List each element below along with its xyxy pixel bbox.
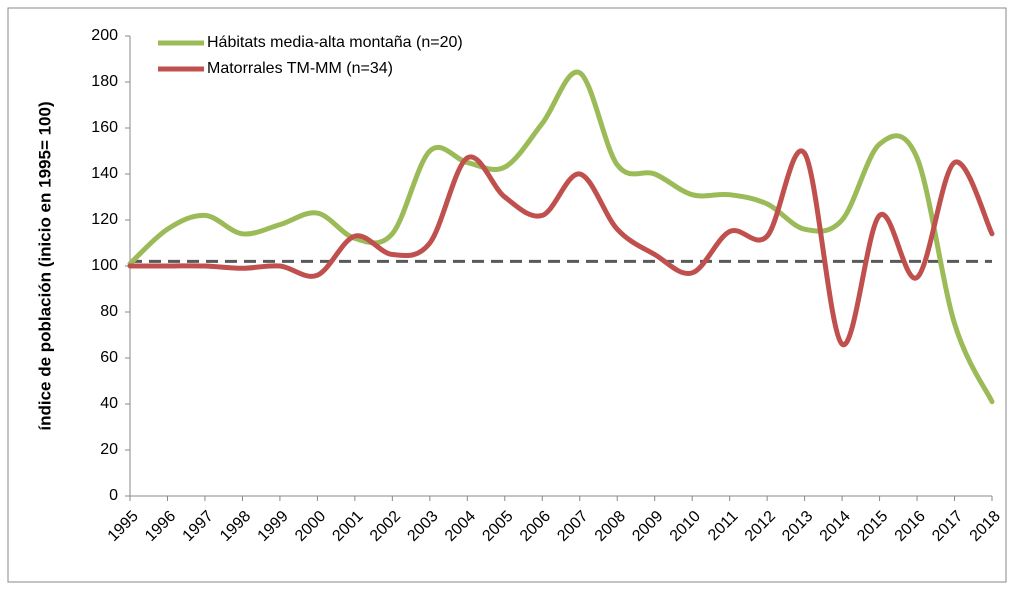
y-tick-label: 140 xyxy=(91,165,118,182)
series-line xyxy=(127,148,995,347)
y-tick-label: 100 xyxy=(91,257,118,274)
y-tick-label: 0 xyxy=(109,487,118,504)
y-tick-label: 120 xyxy=(91,211,118,228)
y-tick-label: 160 xyxy=(91,119,118,136)
y-tick-label: 80 xyxy=(100,303,118,320)
y-axis-label: índice de población (inicio en 1995= 100… xyxy=(35,101,54,430)
legend-label: Hábitats media-alta montaña (n=20) xyxy=(207,34,463,51)
y-tick-label: 180 xyxy=(91,73,118,90)
chart-border xyxy=(7,7,1007,583)
y-tick-label: 60 xyxy=(100,349,118,366)
y-tick-label: 20 xyxy=(100,441,118,458)
y-tick-label: 40 xyxy=(100,395,118,412)
series-line xyxy=(127,69,995,405)
legend-label: Matorrales TM-MM (n=34) xyxy=(207,60,393,77)
y-tick-label: 200 xyxy=(91,27,118,44)
